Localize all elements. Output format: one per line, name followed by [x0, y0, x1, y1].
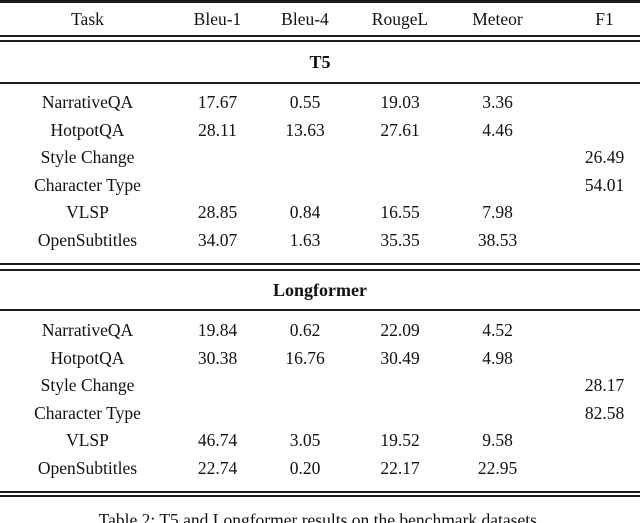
divider-header-double-b: [0, 40, 640, 42]
task-cell: HotpotQA: [50, 347, 125, 368]
bleu1-cell: 46.74: [197, 430, 238, 451]
f1-cell: 28.17: [584, 375, 625, 396]
task-cell: VLSP: [66, 202, 109, 223]
table-row: NarrativeQA 19.84 0.62 22.09 4.52: [0, 317, 640, 345]
f1-cell: 26.49: [584, 147, 625, 168]
rougel-cell: 30.49: [380, 347, 420, 368]
bleu1-cell: 19.84: [197, 320, 238, 341]
column-header-bleu4: Bleu-4: [281, 8, 329, 29]
table-row: HotpotQA 30.38 16.76 30.49 4.98: [0, 345, 640, 373]
table-header-row: Task Bleu-1 Bleu-4 RougeL Meteor F1: [0, 3, 640, 35]
bleu1-cell: 34.07: [197, 229, 238, 250]
bleu4-cell: 16.76: [285, 347, 325, 368]
rougel-cell: 19.03: [380, 92, 420, 113]
column-header-f1: F1: [595, 8, 614, 29]
rougel-cell: 22.17: [380, 457, 420, 478]
bleu1-cell: 30.38: [197, 347, 238, 368]
divider-top: [0, 0, 640, 3]
bleu4-cell: 1.63: [289, 229, 321, 250]
divider-bottom-double-b: [0, 495, 640, 497]
meteor-cell: 9.58: [482, 430, 513, 451]
table-row: VLSP 46.74 3.05 19.52 9.58: [0, 427, 640, 455]
task-cell: Character Type: [34, 174, 141, 195]
task-cell: Style Change: [40, 147, 135, 168]
task-cell: Style Change: [40, 375, 135, 396]
divider-section-1: [0, 309, 640, 311]
bleu4-cell: 0.84: [289, 202, 321, 223]
bleu1-cell: 28.11: [198, 119, 237, 140]
bleu1-cell: 22.74: [197, 457, 238, 478]
task-cell: VLSP: [66, 430, 109, 451]
meteor-cell: 7.98: [482, 202, 513, 223]
table-row: HotpotQA 28.11 13.63 27.61 4.46: [0, 117, 640, 145]
section-title-label: Longformer: [273, 279, 367, 300]
section-title-longformer: Longformer: [0, 271, 640, 309]
table-row: OpenSubtitles 22.74 0.20 22.17 22.95: [0, 455, 640, 483]
table-row: Character Type 82.58: [0, 400, 640, 428]
f1-cell: 82.58: [584, 402, 625, 423]
divider-bottom-double-a: [0, 491, 640, 493]
task-cell: OpenSubtitles: [37, 229, 138, 250]
task-cell: HotpotQA: [50, 119, 125, 140]
task-cell: Character Type: [34, 402, 141, 423]
table-row: VLSP 28.85 0.84 16.55 7.98: [0, 199, 640, 227]
table-row: Character Type 54.01: [0, 172, 640, 200]
table-row: Style Change 28.17: [0, 372, 640, 400]
bleu4-cell: 0.55: [289, 92, 321, 113]
task-cell: NarrativeQA: [41, 320, 134, 341]
column-header-bleu1: Bleu-1: [193, 8, 242, 29]
meteor-cell: 4.46: [482, 119, 513, 140]
rougel-cell: 22.09: [380, 320, 420, 341]
meteor-cell: 38.53: [477, 229, 518, 250]
divider-mid-double-b: [0, 269, 640, 271]
bleu4-cell: 3.05: [289, 430, 321, 451]
meteor-cell: 3.36: [482, 92, 513, 113]
table-caption: Table 2: T5 and Longformer results on th…: [98, 510, 542, 523]
table-row: Style Change 26.49: [0, 144, 640, 172]
section-rows-longformer: NarrativeQA 19.84 0.62 22.09 4.52 HotpotQA 30.…: [0, 311, 640, 491]
bleu4-cell: 0.20: [289, 457, 321, 478]
divider-header-double-a: [0, 35, 640, 37]
column-header-meteor: Meteor: [472, 8, 523, 29]
task-cell: NarrativeQA: [41, 92, 134, 113]
meteor-cell: 22.95: [477, 457, 518, 478]
rougel-cell: 27.61: [380, 119, 420, 140]
f1-cell: 54.01: [584, 174, 625, 195]
table-row: OpenSubtitles 34.07 1.63 35.35 38.53: [0, 227, 640, 255]
meteor-cell: 4.98: [482, 347, 513, 368]
column-header-task: Task: [71, 8, 104, 29]
bleu1-cell: 28.85: [197, 202, 238, 223]
rougel-cell: 35.35: [380, 229, 420, 250]
bleu1-cell: 17.67: [197, 92, 238, 113]
task-cell: OpenSubtitles: [37, 457, 138, 478]
divider-mid-double-a: [0, 263, 640, 265]
section-title-label: T5: [309, 51, 331, 72]
meteor-cell: 4.52: [482, 320, 513, 341]
table-row: NarrativeQA 17.67 0.55 19.03 3.36: [0, 89, 640, 117]
divider-section-0: [0, 82, 640, 84]
section-title-t5: T5: [0, 42, 640, 82]
rougel-cell: 16.55: [380, 202, 420, 223]
rougel-cell: 19.52: [380, 430, 420, 451]
bleu4-cell: 0.62: [289, 320, 321, 341]
section-rows-t5: NarrativeQA 17.67 0.55 19.03 3.36 HotpotQA 28.…: [0, 84, 640, 263]
column-header-rougel: RougeL: [371, 8, 429, 29]
bleu4-cell: 13.63: [285, 119, 325, 140]
